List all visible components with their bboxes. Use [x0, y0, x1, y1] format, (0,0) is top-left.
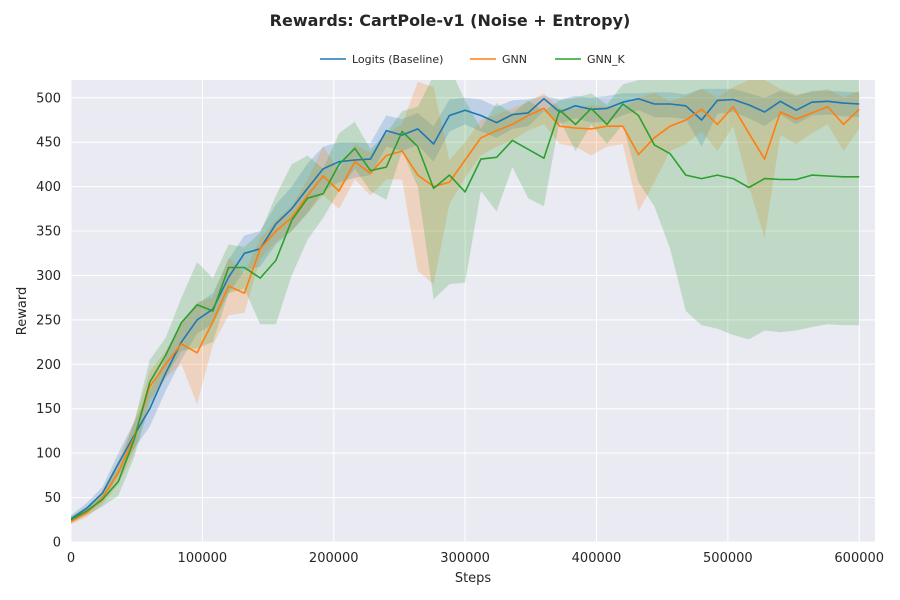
y-tick-label-0: 0 — [53, 536, 61, 551]
y-tick-label-3: 150 — [36, 402, 61, 417]
x-tick-label-0: 0 — [67, 551, 75, 566]
y-tick-label-4: 200 — [36, 358, 61, 373]
x-tick-label-3: 300000 — [440, 551, 490, 566]
line-series-2 — [71, 103, 860, 521]
y-tick-label-9: 450 — [36, 136, 61, 151]
y-tick-label-10: 500 — [36, 91, 61, 106]
x-tick-label-6: 600000 — [834, 551, 884, 566]
x-tick-label-1: 100000 — [178, 551, 228, 566]
y-tick-label-1: 50 — [44, 491, 61, 506]
series-lines — [71, 97, 860, 523]
line-series-0 — [71, 97, 860, 520]
y-tick-label-5: 250 — [36, 313, 61, 328]
y-tick-label-6: 300 — [36, 269, 61, 284]
y-tick-labels: 0 50 100 150 200 250 300 350 400 450 500 — [36, 91, 61, 550]
x-tick-label-5: 500000 — [703, 551, 753, 566]
band-series-1 — [71, 80, 860, 525]
y-tick-label-2: 100 — [36, 447, 61, 462]
x-axis-label: Steps — [455, 571, 492, 586]
plot-area — [71, 80, 875, 542]
line-series-1 — [71, 105, 860, 523]
x-tick-labels: 0 100000 200000 300000 400000 500000 600000 — [67, 551, 884, 566]
band-series-2 — [71, 80, 860, 524]
legend: Logits (Baseline) GNN GNN_K — [320, 53, 625, 66]
legend-label-2: GNN_K — [587, 53, 625, 66]
x-tick-label-4: 400000 — [572, 551, 622, 566]
y-tick-label-7: 350 — [36, 225, 61, 240]
y-axis-label: Reward — [15, 287, 30, 335]
legend-label-0: Logits (Baseline) — [352, 53, 443, 66]
y-tick-label-8: 400 — [36, 180, 61, 195]
x-tick-label-2: 200000 — [309, 551, 359, 566]
grid — [70, 80, 875, 543]
chart-title: Rewards: CartPole-v1 (Noise + Entropy) — [270, 11, 631, 30]
legend-label-1: GNN — [502, 53, 527, 66]
confidence-bands — [71, 80, 860, 525]
